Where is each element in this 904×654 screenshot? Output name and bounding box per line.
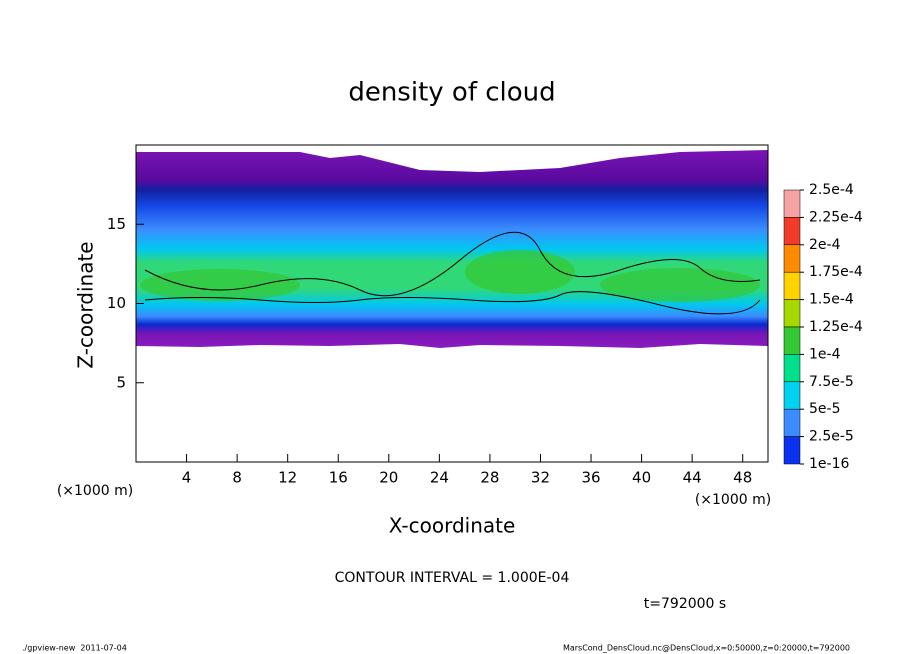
y-tick-label: 15: [107, 215, 126, 233]
chart-title: density of cloud: [348, 78, 555, 108]
contour-line: [144, 291, 761, 315]
contour-interval: CONTOUR INTERVAL = 1.000E-04: [335, 570, 570, 586]
colorbar-label: 1e-16: [809, 456, 849, 472]
field-patch: [140, 269, 300, 301]
colorbar-swatch: [783, 381, 801, 410]
y-tick-label: 5: [116, 373, 126, 391]
colorbar-label: 2e-4: [809, 237, 841, 253]
colorbar-label: 2.25e-4: [809, 209, 863, 225]
x-unit: (×1000 m): [695, 492, 771, 508]
x-tick-label: 16: [329, 469, 348, 487]
x-tick-label: 8: [232, 469, 242, 487]
x-tick-label: 12: [278, 469, 297, 487]
field: [136, 150, 768, 348]
colorbar-swatch: [783, 217, 801, 246]
contour-line: [144, 231, 761, 297]
field-patch: [600, 268, 760, 302]
colorbar-swatch: [783, 271, 801, 300]
x-tick-label: 48: [733, 469, 752, 487]
colorbar-swatch: [783, 244, 801, 273]
colorbar-swatch: [783, 436, 801, 465]
footer-left: ./gpview-new 2011-07-04: [22, 644, 127, 653]
x-tick-label: 4: [182, 469, 192, 487]
field-patch: [465, 250, 575, 294]
y-axis-label: Z-coordinate: [74, 241, 98, 368]
x-tick-label: 40: [632, 469, 651, 487]
x-tick-label: 36: [581, 469, 600, 487]
colorbar-label: 7.5e-5: [809, 374, 854, 390]
colorbar-label: 1.25e-4: [809, 319, 863, 335]
x-tick-label: 20: [379, 469, 398, 487]
colorbar-label: 5e-5: [809, 401, 840, 417]
x-tick-label: 44: [683, 469, 702, 487]
footer-right: MarsCond_DensCloud.nc@DensCloud,x=0:5000…: [563, 644, 850, 653]
density-field: [136, 150, 768, 348]
colorbar-swatch: [783, 354, 801, 383]
time-label: t=792000 s: [644, 596, 726, 612]
colorbar-swatch: [783, 326, 801, 355]
colorbar-swatch: [783, 408, 801, 437]
colorbar-label: 1.75e-4: [809, 264, 863, 280]
x-tick-label: 24: [430, 469, 449, 487]
y-unit: (×1000 m): [57, 483, 133, 499]
colorbar-label: 1.5e-4: [809, 292, 854, 308]
colorbar-label: 2.5e-4: [809, 182, 854, 198]
x-tick-label: 28: [480, 469, 499, 487]
colorbar-swatch: [783, 299, 801, 328]
colorbar-label: 1e-4: [809, 346, 841, 362]
colorbar-swatch: [783, 189, 801, 218]
x-axis-label: X-coordinate: [389, 514, 516, 538]
y-tick-label: 10: [107, 294, 126, 312]
x-tick-label: 32: [531, 469, 550, 487]
colorbar-label: 2.5e-5: [809, 429, 854, 445]
